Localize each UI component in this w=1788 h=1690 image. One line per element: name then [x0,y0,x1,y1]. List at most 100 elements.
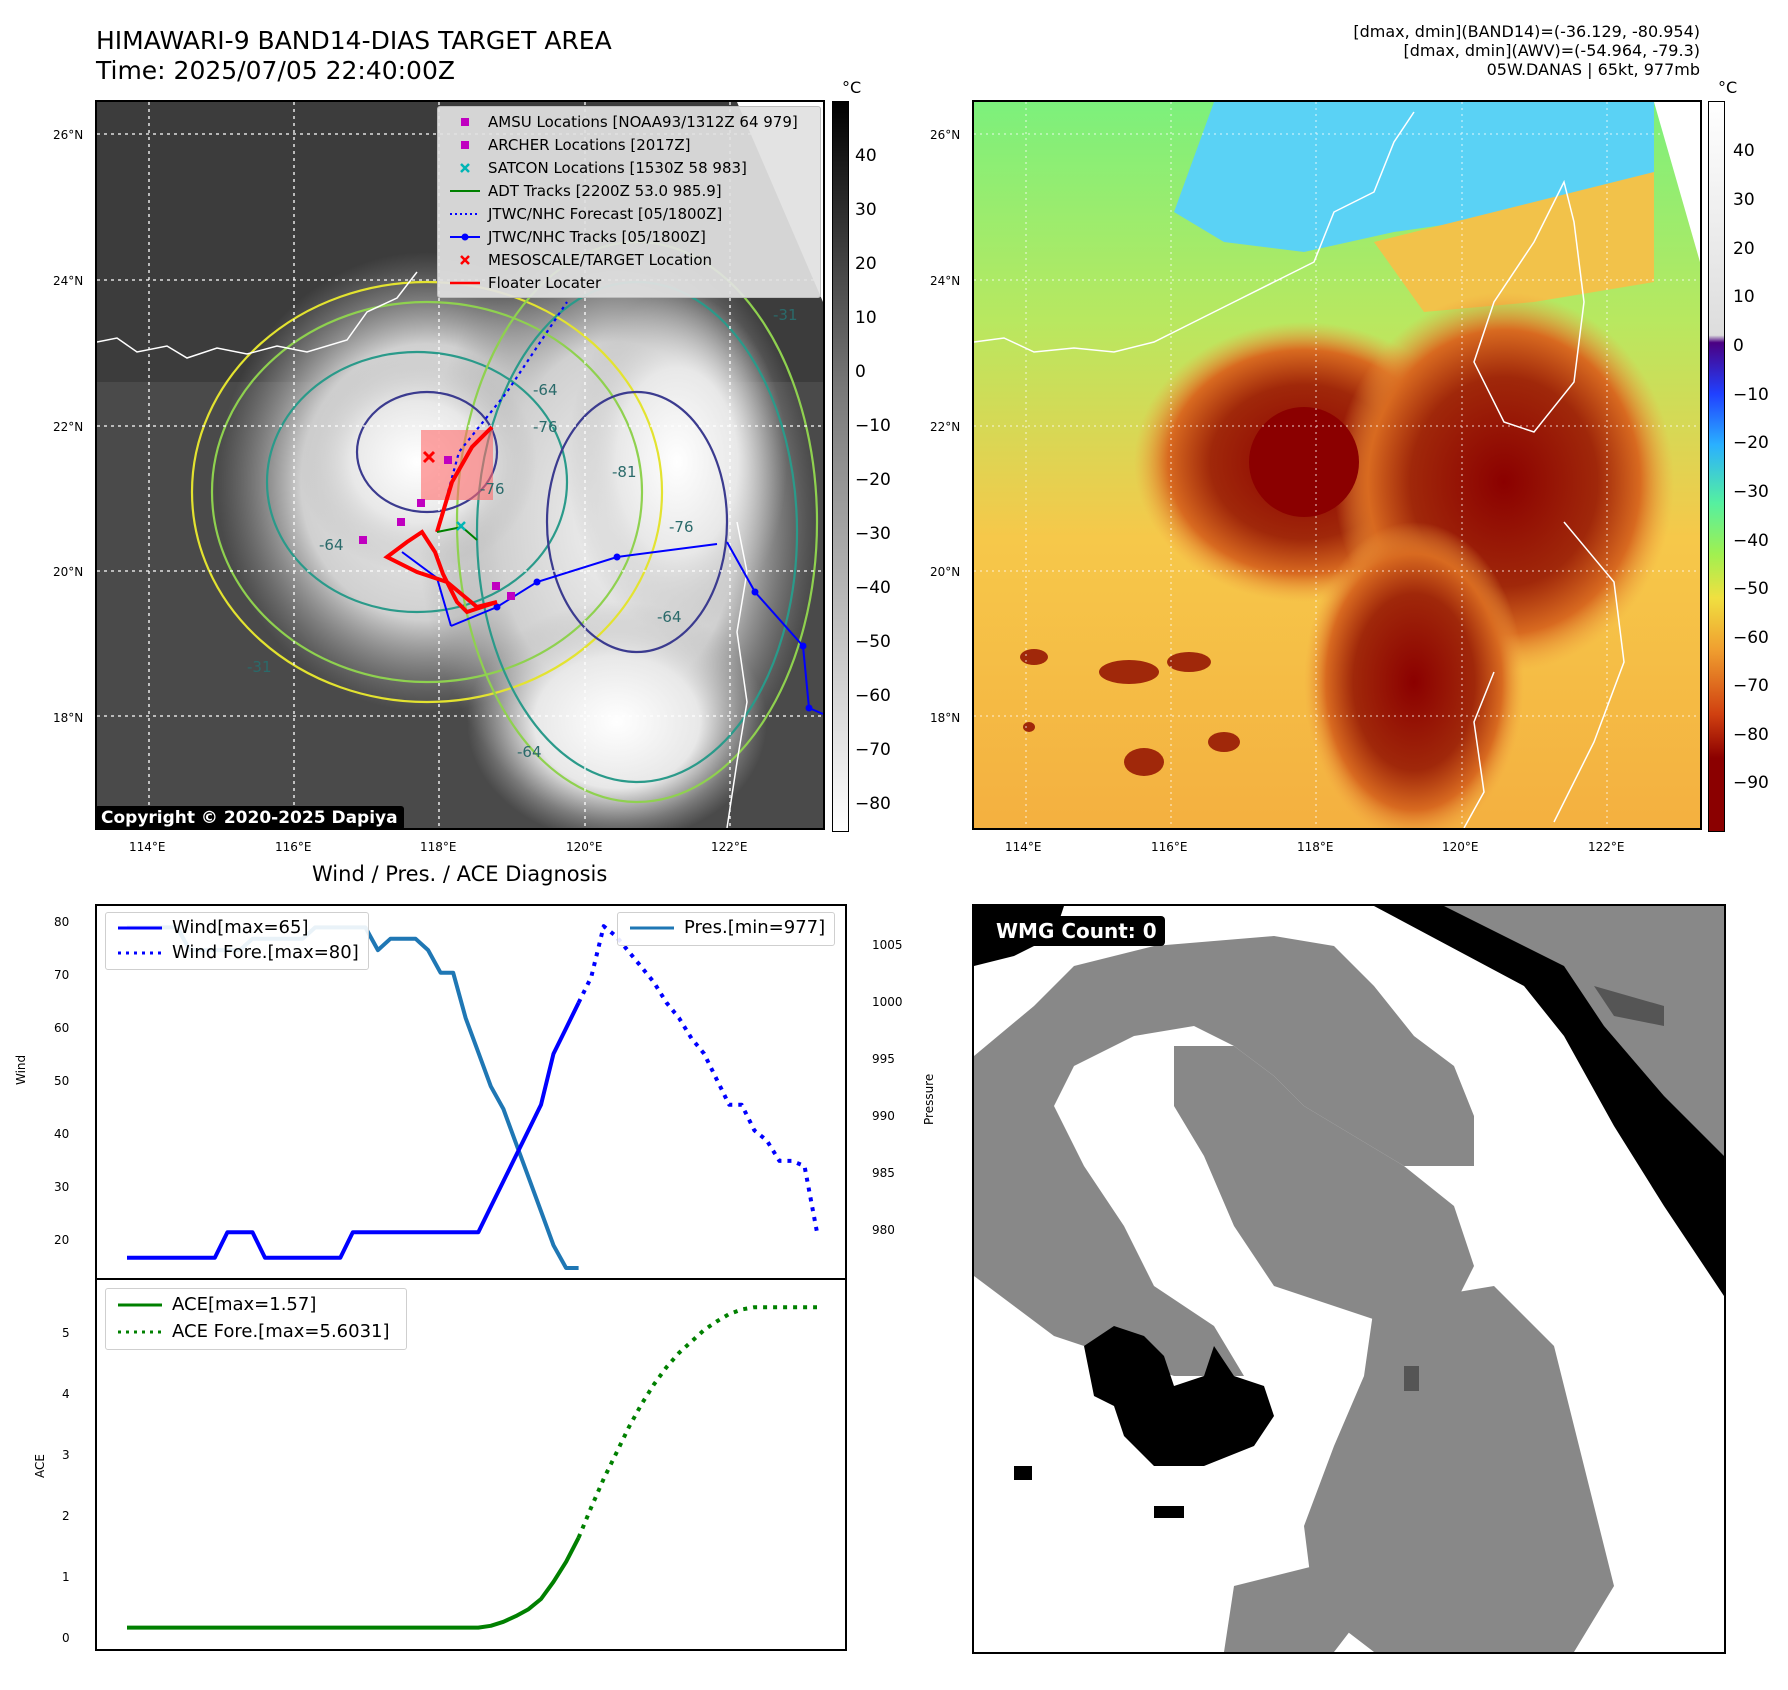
lon-label: 114°E [129,840,166,854]
lat-label: 22°N [930,420,961,434]
title-line-1: HIMAWARI-9 BAND14-DIAS TARGET AREA [96,26,612,55]
ace-axis-label: ACE [33,1454,47,1478]
wmg-map-image [974,906,1724,1652]
legend-label: Wind[max=65] [172,917,309,938]
solid-line-icon [118,926,162,930]
lon-label: 122°E [1588,840,1625,854]
lon-label: 120°E [1442,840,1479,854]
legend-label: ACE Fore.[max=5.6031] [172,1321,390,1342]
ace-tick: 1 [62,1570,70,1584]
legend-label: ADT Tracks [2200Z 53.0 985.9] [488,182,722,200]
colorbar-tick: −10 [855,416,891,436]
colorbar-tick: −90 [1733,773,1769,793]
colorbar-tick: −40 [855,578,891,598]
legend-label: Pres.[min=977] [684,917,826,938]
pressure-tick: 1000 [872,995,903,1009]
lat-label: 20°N [930,565,961,579]
legend-label: Floater Locater [488,274,602,292]
pressure-tick: 980 [872,1223,895,1237]
colorbar-tick: 20 [855,254,877,274]
contour-label: -64 [657,608,682,626]
storm-info: [dmax, dmin](BAND14)=(-36.129, -80.954) … [1353,22,1700,79]
colorbar-tick: −20 [855,470,891,490]
wind-tick: 80 [54,915,70,929]
legend-label: ACE[max=1.57] [172,1294,317,1315]
colorbar-tick: −60 [1733,628,1769,648]
colorbar-tick: −20 [1733,433,1769,453]
lon-label: 114°E [1005,840,1042,854]
ir-map-panel: -64 -76 -64 -76 -81 -76 -64 -64 -31 -31 … [95,100,825,830]
lon-label: 122°E [711,840,748,854]
ace-tick: 4 [62,1387,70,1401]
wind-forecast-series-line [576,924,819,1233]
info-storm: 05W.DANAS | 65kt, 977mb [1486,60,1700,79]
wind-tick: 30 [54,1180,70,1194]
awv-map-image [974,102,1700,828]
colorbar-tick: 10 [855,308,877,328]
solid-line-icon [450,281,480,285]
x-marker-icon [460,163,470,173]
legend-item-ace: ACE[max=1.57] [116,1293,316,1317]
wmg-count-badge: WMG Count: 0 [988,916,1165,946]
wind-series-line [127,1001,581,1260]
colorbar-tick: 0 [855,362,866,382]
dotted-line-icon [118,1330,162,1334]
colorbar-right [1708,101,1725,832]
awv-map-panel [972,100,1702,830]
wind-tick: 50 [54,1074,70,1088]
contour-label: -31 [773,306,798,324]
colorbar-right-unit: °C [1718,78,1738,97]
lon-label: 116°E [275,840,312,854]
colorbar-tick: 0 [1733,336,1744,356]
colorbar-tick: −70 [855,740,891,760]
title-line-2: Time: 2025/07/05 22:40:00Z [96,56,455,85]
wind-tick: 60 [54,1021,70,1035]
dotted-line-icon [118,951,162,955]
wind-axis-label: Wind [14,1054,28,1085]
wind-pressure-plot: Wind[max=65] Wind Fore.[max=80] Pres.[mi… [95,904,847,1280]
contour-label: -64 [517,743,542,761]
colorbar-tick: 40 [1733,141,1755,161]
dotted-line-icon [450,213,480,215]
solid-line-icon [630,926,674,930]
diagnosis-title: Wind / Pres. / ACE Diagnosis [312,862,608,886]
colorbar-tick: −50 [855,632,891,652]
legend-label: AMSU Locations [NOAA93/1312Z 64 979] [488,113,798,131]
colorbar-tick: −30 [855,524,891,544]
legend-item-ace-fore: ACE Fore.[max=5.6031] [116,1320,390,1344]
contour-label: -64 [319,536,344,554]
colorbar-tick: 10 [1733,287,1755,307]
square-marker-icon [461,118,469,126]
ace-legend: ACE[max=1.57] ACE Fore.[max=5.6031] [105,1288,407,1350]
colorbar-tick: 20 [1733,239,1755,259]
info-awv: [dmax, dmin](AWV)=(-54.964, -79.3) [1403,41,1700,60]
colorbar-left [832,101,849,832]
map-legend: AMSU Locations [NOAA93/1312Z 64 979] ARC… [437,106,821,298]
lat-label: 18°N [53,711,84,725]
lat-label: 22°N [53,420,84,434]
ace-chart [127,1305,817,1630]
ace-tick: 0 [62,1631,70,1645]
colorbar-tick: −30 [1733,482,1769,502]
legend-label: JTWC/NHC Forecast [05/1800Z] [488,205,723,223]
legend-label: Wind Fore.[max=80] [172,942,359,963]
colorbar-tick: −10 [1733,385,1769,405]
pressure-tick: 990 [872,1109,895,1123]
line-dot-icon [450,233,480,241]
legend-item-wind: Wind[max=65] [116,916,309,940]
legend-item-pressure: Pres.[min=977] [628,916,825,940]
colorbar-tick: −80 [1733,725,1769,745]
solid-line-icon [118,1303,162,1307]
pressure-axis-label: Pressure [922,1073,936,1125]
colorbar-tick: −60 [855,686,891,706]
wmg-panel: WMG Count: 0 [972,904,1726,1654]
ace-plot: ACE[max=1.57] ACE Fore.[max=5.6031] [95,1278,847,1651]
wind-legend: Wind[max=65] Wind Fore.[max=80] [105,912,369,970]
legend-item-wind-fore: Wind Fore.[max=80] [116,941,359,965]
contour-label: -81 [612,463,637,481]
pressure-legend: Pres.[min=977] [617,912,835,946]
lon-label: 116°E [1151,840,1188,854]
contour-label: -64 [533,381,558,399]
ace-tick: 5 [62,1326,70,1340]
contour-label: -76 [533,418,558,436]
